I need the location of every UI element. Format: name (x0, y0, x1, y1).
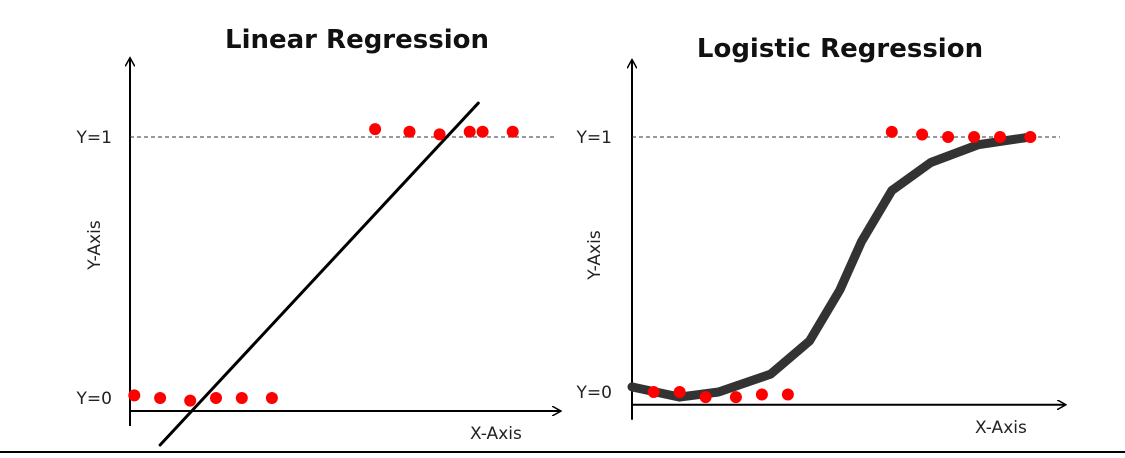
chart-title: Linear Regression (225, 25, 489, 55)
x-axis-label: X-Axis (975, 418, 1027, 438)
data-point (235, 392, 248, 404)
y-tick-label: Y=0 (576, 383, 612, 403)
x-axis-label: X-Axis (470, 424, 522, 444)
data-point (1024, 131, 1037, 143)
data-point (699, 391, 712, 404)
data-point (184, 394, 197, 407)
data-point (476, 125, 489, 138)
data-point (463, 125, 476, 138)
data-point (265, 392, 278, 404)
chart-title: Logistic Regression (697, 34, 983, 64)
y-tick-label: Y=1 (76, 128, 112, 148)
data-point (781, 388, 794, 401)
fit-curve (158, 101, 480, 447)
data-point (210, 392, 222, 404)
y-tick-label: Y=1 (576, 128, 612, 148)
data-point (994, 131, 1007, 143)
y-axis-label: Y-Axis (585, 230, 605, 281)
data-point (968, 131, 981, 143)
y-axis-label: Y-Axis (85, 220, 105, 271)
data-point (942, 131, 955, 143)
data-point (506, 125, 519, 138)
data-point (673, 386, 686, 398)
data-point (647, 386, 660, 398)
data-point (154, 392, 167, 404)
data-point (128, 389, 141, 402)
fit-curve (627, 132, 1035, 402)
data-point (369, 123, 382, 136)
data-point (433, 128, 446, 141)
data-point (403, 125, 416, 138)
data-point (916, 128, 929, 141)
data-point (729, 391, 742, 404)
data-point (755, 388, 768, 401)
data-point (885, 125, 898, 138)
y-tick-label: Y=0 (76, 389, 112, 409)
